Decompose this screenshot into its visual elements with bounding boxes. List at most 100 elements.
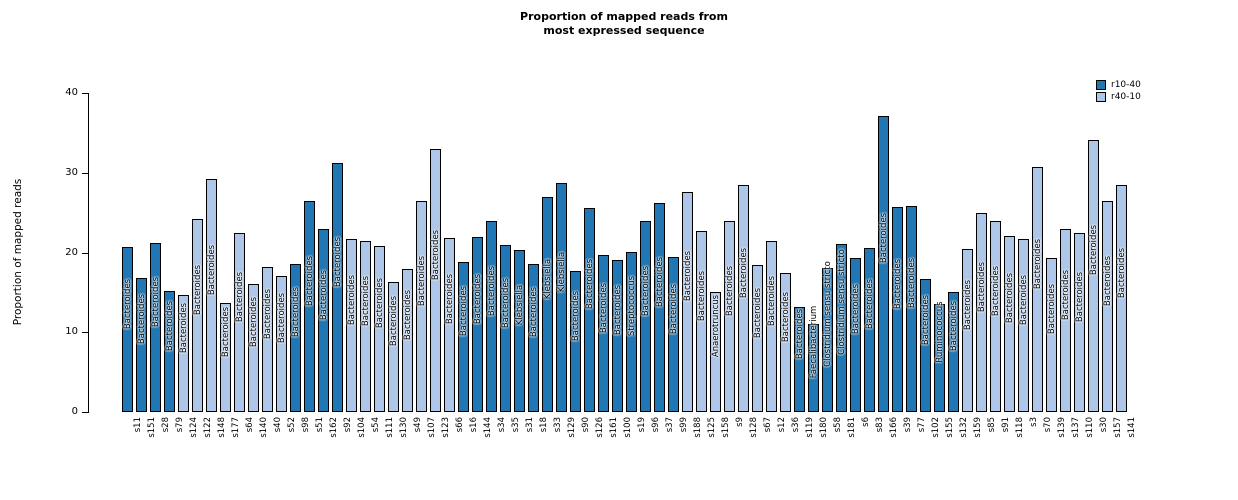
bar-genus-label-s28: Bacteroides bbox=[150, 276, 161, 327]
x-label-s92: s92 bbox=[343, 417, 353, 433]
x-label-s102: s102 bbox=[931, 417, 941, 438]
bar-genus-label-s157: Bacteroides bbox=[1102, 255, 1113, 306]
x-label-s96: s96 bbox=[651, 417, 661, 433]
legend-label-r10-40: r10-40 bbox=[1111, 80, 1141, 90]
bar-genus-label-s11: Bacteroides bbox=[122, 278, 133, 329]
bar-genus-label-s51: Bacteroides bbox=[304, 255, 315, 306]
bar-s188: Bacteroides bbox=[682, 192, 693, 412]
x-label-s83: s83 bbox=[875, 417, 885, 433]
x-label-s159: s159 bbox=[973, 417, 983, 438]
bar-genus-label-s83: Bacteroides bbox=[864, 278, 875, 330]
x-label-s118: s118 bbox=[1015, 417, 1025, 438]
bar-s155: Ruminococcus bbox=[934, 301, 945, 412]
bar-genus-label-s118: Bacteroides bbox=[1004, 272, 1015, 324]
bar-s67: Bacteroides bbox=[752, 265, 763, 412]
bar-genus-label-s180: Faecalibacterium bbox=[808, 305, 819, 379]
bar-genus-label-s111: Bacteroides bbox=[374, 277, 385, 329]
bar-genus-label-s37: Bacteroides bbox=[654, 256, 665, 307]
chart-title-line2: most expressed sequence bbox=[543, 24, 705, 37]
x-label-s129: s129 bbox=[567, 417, 577, 438]
x-label-s157: s157 bbox=[1113, 417, 1123, 438]
bar-genus-label-s3: Bacteroides bbox=[1018, 274, 1029, 325]
x-label-s140: s140 bbox=[259, 417, 269, 438]
x-label-s161: s161 bbox=[609, 417, 619, 438]
bar-s51: Bacteroides bbox=[304, 201, 315, 412]
bar-s102: Bacteroides bbox=[920, 279, 931, 412]
x-label-s126: s126 bbox=[595, 417, 605, 438]
bar-s96: Bacteroides bbox=[640, 221, 651, 412]
y-tick-label-20: 20 bbox=[65, 246, 78, 258]
bar-genus-label-s119: Bacteroides bbox=[794, 308, 805, 359]
bar-genus-label-s40: Bacteroides bbox=[262, 288, 273, 339]
y-tick-0 bbox=[82, 412, 88, 413]
bar-s124: Bacteroides bbox=[178, 295, 189, 412]
bar-s54: Bacteroides bbox=[360, 241, 371, 412]
bar-genus-label-s126: Bacteroides bbox=[584, 258, 595, 310]
bar-genus-label-s91: Bacteroides bbox=[990, 265, 1001, 316]
bar-genus-label-s151: Bacteroides bbox=[136, 293, 147, 345]
x-label-s18: s18 bbox=[539, 417, 549, 433]
bar-genus-label-s132: Bacteroides bbox=[948, 300, 959, 352]
legend-item-r10-40: r10-40 bbox=[1096, 80, 1141, 90]
x-label-s77: s77 bbox=[917, 417, 927, 433]
x-label-s104: s104 bbox=[357, 417, 367, 438]
bar-s34: Bacteroides bbox=[486, 221, 497, 412]
chart-title-line1: Proportion of mapped reads from bbox=[520, 10, 728, 23]
x-label-s31: s31 bbox=[525, 417, 535, 433]
bar-genus-label-s85: Bacteroides bbox=[976, 261, 987, 312]
x-label-s141: s141 bbox=[1127, 417, 1137, 438]
bar-genus-label-s16: Bacteroides bbox=[458, 285, 469, 337]
legend-swatch-r40-10 bbox=[1096, 92, 1106, 102]
bar-genus-label-s33: Klebsiella bbox=[542, 258, 553, 299]
bar-genus-label-s161: Bacteroides bbox=[598, 282, 609, 333]
x-label-s51: s51 bbox=[315, 417, 325, 433]
bar-s159: Bacteroides bbox=[962, 249, 973, 412]
bar-genus-label-s188: Bacteroides bbox=[682, 250, 693, 302]
x-label-s19: s19 bbox=[637, 417, 647, 433]
bar-s90: Bacteroides bbox=[570, 271, 581, 412]
bar-s49: Bacteroides bbox=[402, 269, 413, 412]
bar-genus-label-s30: Bacteroides bbox=[1088, 224, 1099, 276]
x-label-s33: s33 bbox=[553, 417, 563, 433]
legend-item-r40-10: r40-10 bbox=[1096, 92, 1141, 102]
bar-genus-label-s177: Bacteroides bbox=[220, 306, 231, 357]
bar-genus-label-s66: Bacteroides bbox=[444, 273, 455, 325]
bar-s66: Bacteroides bbox=[444, 238, 455, 412]
bar-s126: Bacteroides bbox=[584, 208, 595, 412]
bar-s35: Bacteroides bbox=[500, 245, 511, 412]
bar-genus-label-s31: Klebsiella bbox=[514, 284, 525, 326]
bar-s148: Bacteroides bbox=[206, 179, 217, 412]
y-tick-10 bbox=[82, 332, 88, 334]
y-tick-label-0: 0 bbox=[71, 406, 78, 417]
bar-s100: Bacteroides bbox=[612, 260, 623, 412]
bar-s128: Bacteroides bbox=[738, 185, 749, 412]
bar-s85: Bacteroides bbox=[976, 213, 987, 412]
bar-genus-label-s129: Klebsiella bbox=[556, 251, 567, 292]
bar-s161: Bacteroides bbox=[598, 255, 609, 412]
x-label-s28: s28 bbox=[161, 417, 171, 433]
bar-s12: Bacteroides bbox=[766, 241, 777, 412]
bar-s130: Bacteroides bbox=[388, 282, 399, 412]
bar-s158: Anaerotruncus bbox=[710, 292, 721, 412]
bar-s180: Faecalibacterium bbox=[808, 306, 819, 412]
x-label-s90: s90 bbox=[581, 417, 591, 433]
bar-genus-label-s125: Bacteroides bbox=[696, 270, 707, 321]
x-label-s12: s12 bbox=[777, 417, 787, 433]
x-label-s9: s9 bbox=[735, 417, 745, 427]
x-label-s11: s11 bbox=[133, 417, 143, 433]
x-label-s155: s155 bbox=[945, 417, 955, 438]
bar-genus-label-s64: Bacteroides bbox=[234, 271, 245, 322]
bar-s162: Bacteroides bbox=[318, 229, 329, 412]
bar-s129: Klebsiella bbox=[556, 183, 567, 412]
bar-s92: Bacteroides bbox=[332, 163, 343, 412]
bar-genus-label-s19: Streptococcus bbox=[626, 275, 637, 337]
bar-genus-label-s139: Bacteroides bbox=[1046, 283, 1057, 335]
bar-s111: Bacteroides bbox=[374, 246, 385, 412]
bar-s37: Bacteroides bbox=[654, 203, 665, 412]
x-label-s132: s132 bbox=[959, 417, 969, 438]
bar-s122: Bacteroides bbox=[192, 219, 203, 412]
x-label-s107: s107 bbox=[427, 417, 437, 438]
bar-genus-label-s128: Bacteroides bbox=[738, 247, 749, 298]
bar-genus-label-s158: Anaerotruncus bbox=[710, 294, 721, 358]
